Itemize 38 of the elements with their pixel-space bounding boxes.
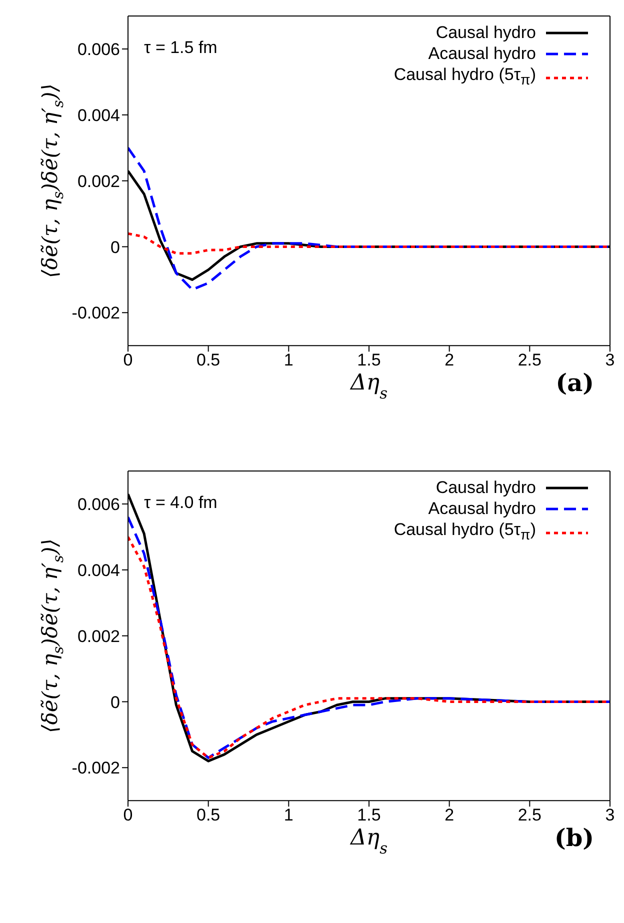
x-tick-label: 3	[605, 350, 615, 370]
y-tick-label: 0.002	[77, 626, 120, 646]
text: (b)	[554, 823, 594, 852]
line-series	[128, 146, 610, 291]
y-tick-label: 0.004	[77, 106, 120, 125]
y-tick-label: -0.002	[72, 758, 120, 778]
x-tick-label: 0	[123, 806, 133, 825]
y-tick-label: 0	[110, 238, 120, 257]
x-tick-label: 0	[123, 350, 133, 370]
text: (a)	[556, 368, 594, 397]
legend-label: Causal hydro (5τ$_{π}$)	[394, 519, 536, 546]
y-tick-label: 0.002	[77, 172, 120, 191]
x-tick-label: 3	[605, 806, 615, 825]
line-series	[128, 232, 610, 255]
y-tick-label: 0	[110, 692, 120, 712]
y-tick-label: 0.006	[77, 494, 120, 514]
x-tick-label: 2.5	[518, 806, 542, 825]
x-tick-label: 0.5	[196, 350, 220, 370]
x-tick-label: 1.5	[357, 350, 381, 370]
y-tick-label: -0.002	[72, 304, 120, 323]
legend-label: Acausal hydro	[428, 498, 536, 519]
annotation: τ = 1.5 fm	[144, 38, 218, 58]
y-tick-label: 0.004	[77, 560, 120, 580]
x-axis-title: Δη$_{s}$	[350, 370, 388, 403]
x-tick-label: 1	[284, 806, 294, 825]
x-tick-label: 0.5	[196, 806, 220, 825]
x-tick-label: 2.5	[518, 350, 542, 370]
annotation: τ = 4.0 fm	[144, 493, 218, 513]
legend-label: Causal hydro	[436, 477, 536, 498]
legend-label: Causal hydro (5τ$_{π}$)	[394, 64, 536, 90]
y-tick-label: 0.006	[77, 40, 120, 59]
x-tick-label: 1	[284, 350, 294, 370]
x-axis-title: Δη$_{s}$	[350, 826, 388, 858]
x-tick-label: 2	[444, 806, 454, 825]
legend-label: Causal hydro	[436, 22, 536, 43]
x-tick-label: 2	[444, 350, 454, 370]
x-tick-label: 1.5	[357, 806, 381, 825]
legend-label: Acausal hydro	[428, 43, 536, 64]
